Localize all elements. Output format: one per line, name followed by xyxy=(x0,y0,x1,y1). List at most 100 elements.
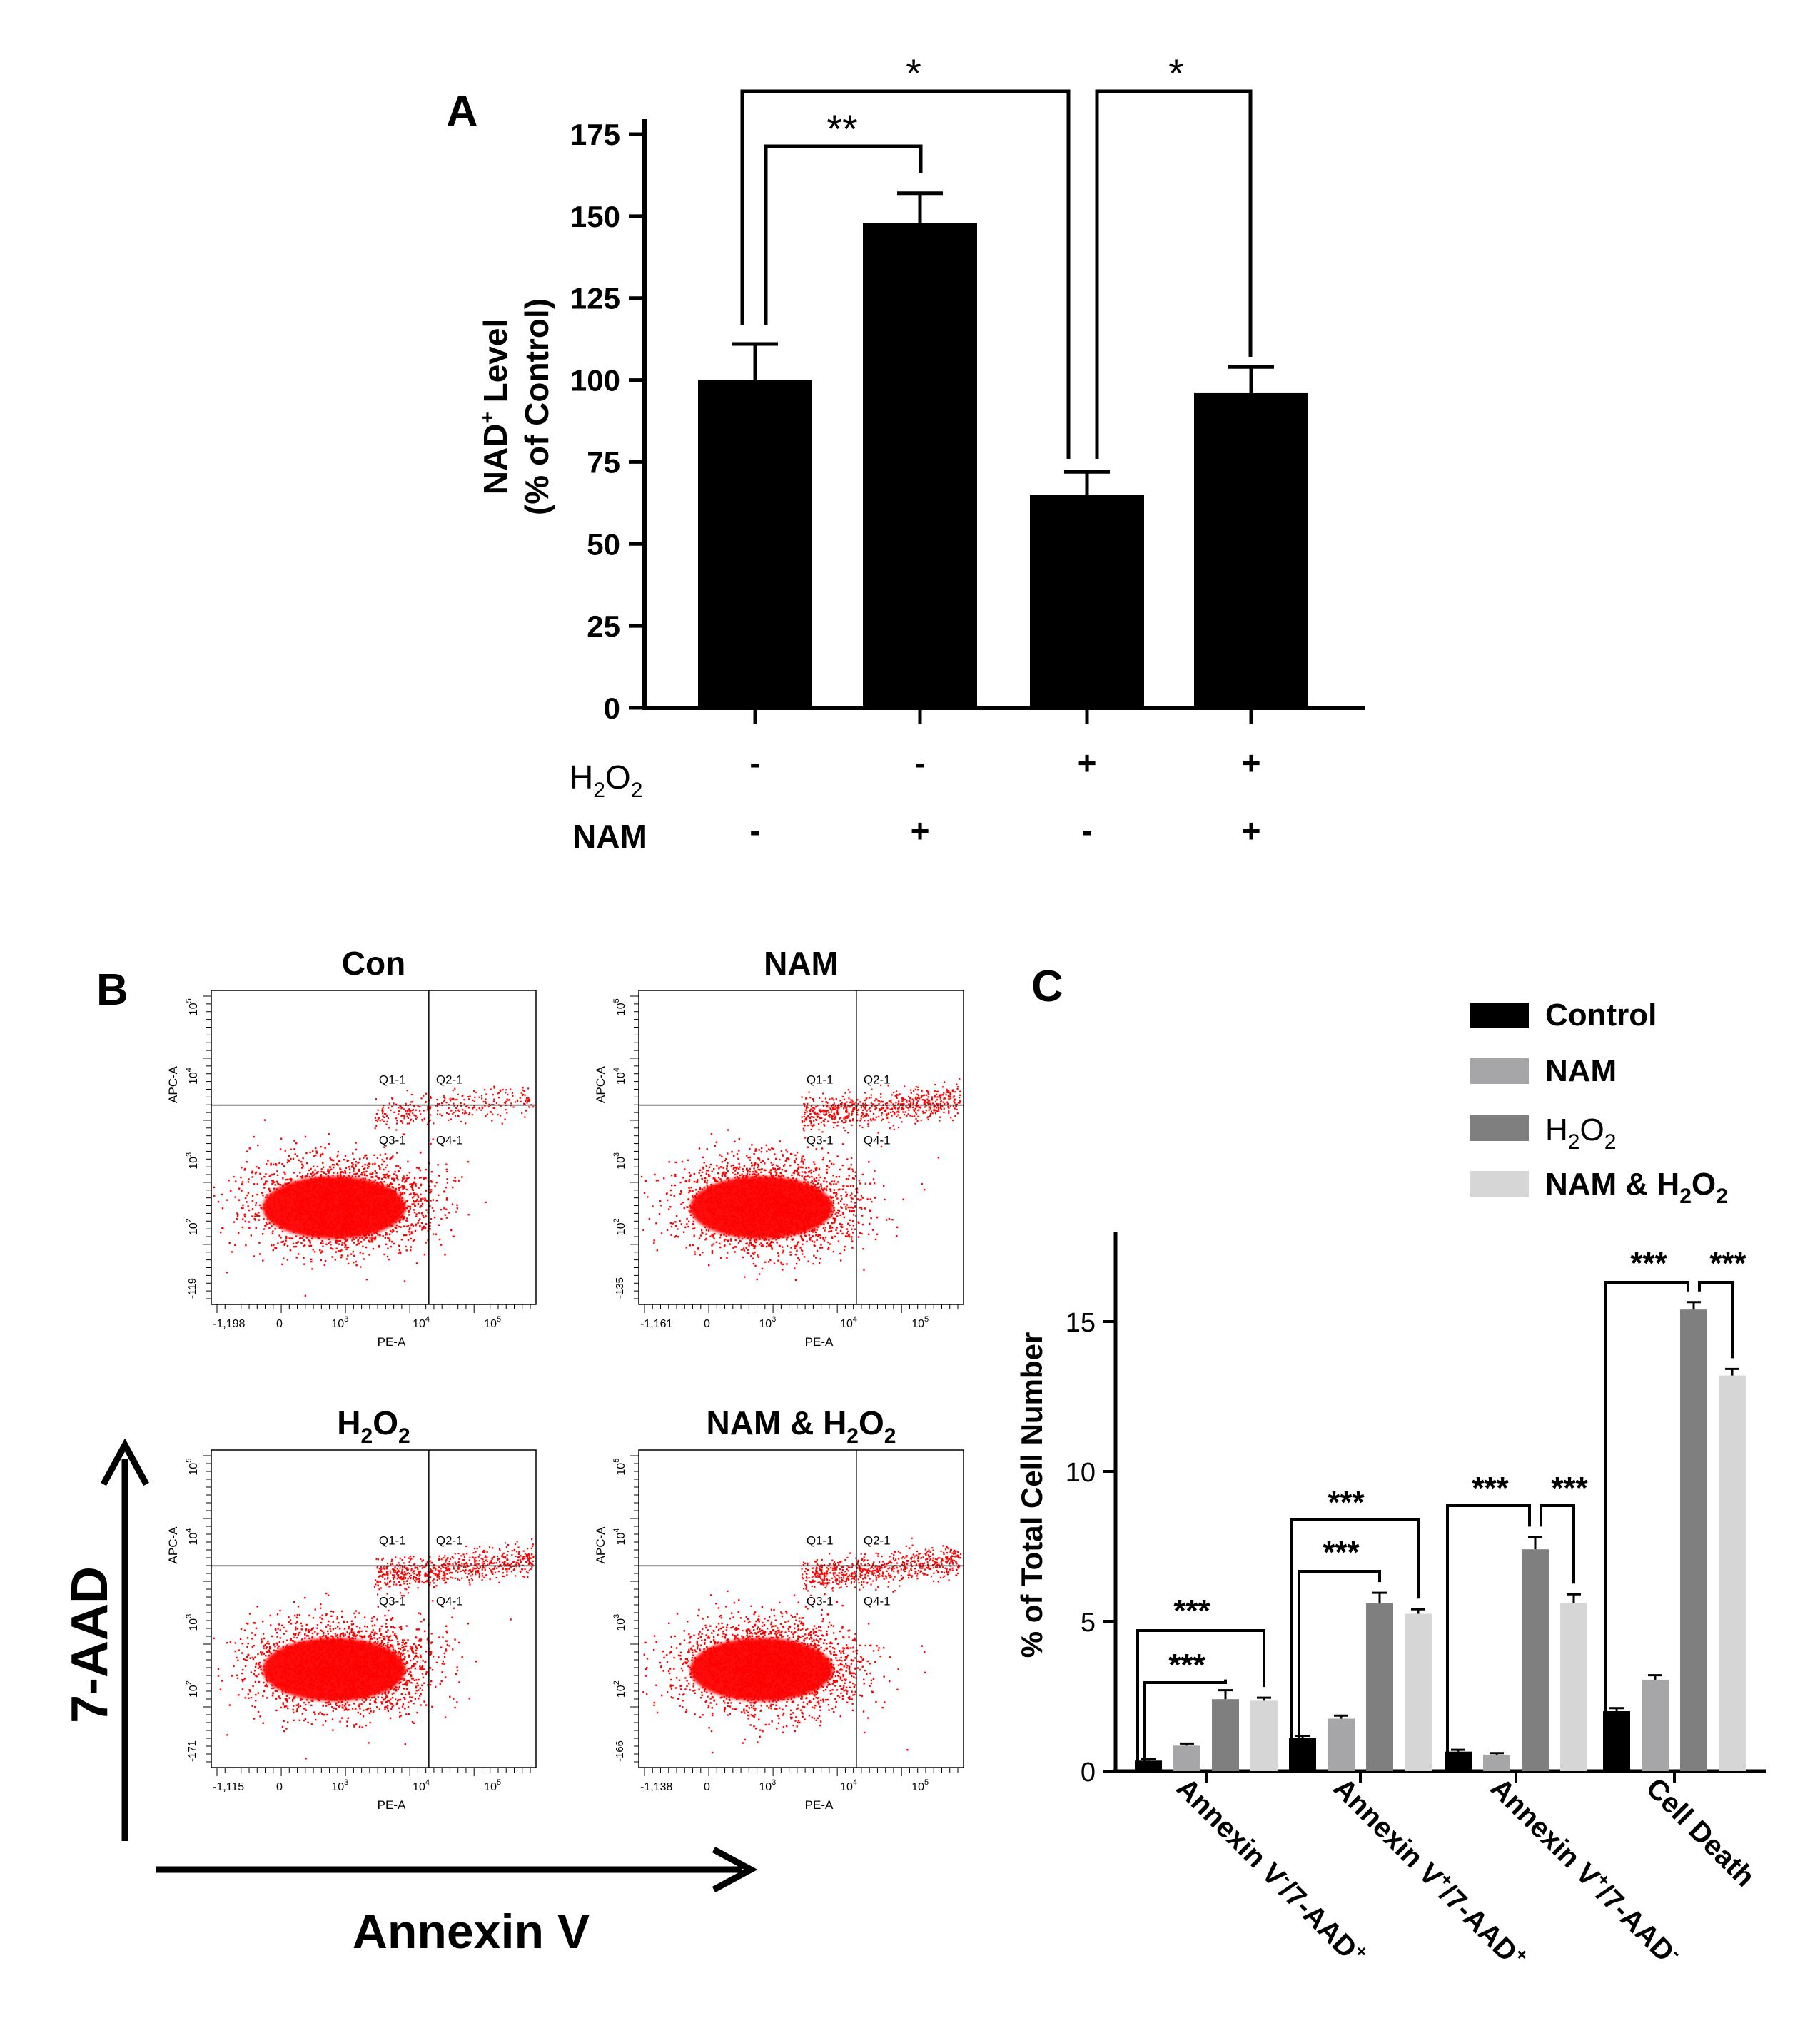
flow-event xyxy=(315,1154,317,1157)
flow-event xyxy=(417,1195,419,1197)
flow-event xyxy=(258,1242,261,1244)
flow-event xyxy=(429,1192,431,1194)
flow-event xyxy=(381,1182,383,1185)
flow-event xyxy=(382,1115,384,1117)
flow-event xyxy=(514,1101,517,1103)
flow-event xyxy=(396,1120,398,1122)
flow-event xyxy=(320,1153,322,1156)
flow-event xyxy=(467,1113,470,1116)
flow-event xyxy=(388,1183,391,1186)
flow-event xyxy=(339,1172,342,1175)
flow-event xyxy=(405,1245,407,1248)
flow-event xyxy=(430,1180,433,1182)
flow-event xyxy=(269,1174,271,1177)
flow-event xyxy=(765,1245,768,1248)
flow-event xyxy=(760,1171,762,1174)
flow-event xyxy=(851,1240,854,1242)
flow-event xyxy=(395,1165,398,1167)
flow-event xyxy=(355,1237,358,1239)
flow-event xyxy=(734,1251,736,1253)
flow-event xyxy=(495,1102,498,1105)
flow-event xyxy=(430,1106,432,1108)
flow-event xyxy=(395,1226,397,1229)
flow-event xyxy=(444,1097,446,1100)
sig-bracket-con-nam xyxy=(764,144,923,325)
flow-event xyxy=(411,1186,413,1189)
flow-event xyxy=(452,1112,454,1115)
flow-event xyxy=(411,1203,413,1205)
flow-event xyxy=(702,1252,704,1254)
flow-event xyxy=(427,1106,429,1108)
flow-event xyxy=(736,1166,739,1169)
flow-event xyxy=(425,1242,427,1244)
flow-event xyxy=(813,1180,816,1182)
flow-event xyxy=(342,1171,345,1174)
flow-event xyxy=(445,1197,448,1200)
flow-event xyxy=(423,1216,425,1218)
flow-event xyxy=(265,1196,267,1199)
flow-event xyxy=(286,1161,288,1164)
flow-event xyxy=(297,1241,299,1243)
flow-event xyxy=(738,1162,740,1165)
flow-event xyxy=(283,1257,285,1259)
flow-event xyxy=(804,1181,807,1183)
flow-event xyxy=(802,1160,804,1163)
flow-event xyxy=(747,1169,749,1172)
flow-event xyxy=(287,1159,289,1161)
flow-event xyxy=(836,1194,838,1196)
flow-event xyxy=(488,1103,490,1105)
flow-event xyxy=(383,1116,385,1119)
flow-event xyxy=(445,1186,447,1189)
flow-event xyxy=(337,1240,339,1242)
flow-event xyxy=(852,1225,854,1227)
flow-event xyxy=(406,1090,408,1092)
flow-event xyxy=(236,1212,238,1215)
flow-event xyxy=(301,1163,303,1165)
flow-event xyxy=(501,1122,503,1125)
flow-event xyxy=(290,1177,292,1180)
flow-event xyxy=(286,1244,289,1247)
flow-event xyxy=(884,1198,886,1201)
flow-event xyxy=(830,1183,832,1186)
flow-event xyxy=(383,1146,385,1148)
flow-event xyxy=(266,1218,269,1221)
flow-event xyxy=(248,1227,251,1229)
flow-event xyxy=(419,1218,421,1220)
panel-a-ylabel-nad: NAD xyxy=(477,424,514,495)
flow-event xyxy=(833,1183,835,1185)
flow-event xyxy=(260,1177,263,1180)
flow-event xyxy=(869,1210,871,1212)
flow-event xyxy=(348,1166,350,1168)
flow-event xyxy=(355,1142,357,1144)
flow-event xyxy=(844,1235,847,1237)
flow-event xyxy=(508,1099,510,1101)
flow-event xyxy=(234,1180,237,1182)
flow-event xyxy=(268,1222,271,1225)
flow-event xyxy=(357,1240,359,1242)
flow-event xyxy=(408,1193,411,1196)
flow-event xyxy=(420,1200,422,1202)
flow-event xyxy=(413,1192,415,1195)
flow-event xyxy=(359,1266,362,1268)
flow-event xyxy=(803,1178,806,1180)
flow-event xyxy=(505,1092,507,1094)
flow-event xyxy=(323,1171,325,1173)
flow-event xyxy=(758,1243,761,1246)
flow-event xyxy=(411,1185,414,1187)
flow-event xyxy=(265,1225,267,1227)
flow-event xyxy=(497,1092,499,1095)
flow-event xyxy=(492,1107,495,1109)
flow-event xyxy=(395,1117,398,1120)
flow-x-min: -1,198 xyxy=(213,1318,245,1330)
flow-event xyxy=(400,1107,403,1109)
flow-event xyxy=(861,1197,864,1199)
flow-event xyxy=(839,1214,841,1217)
flow-event xyxy=(320,1175,322,1177)
flow-event xyxy=(390,1109,392,1111)
flow-event xyxy=(261,1233,264,1235)
flow-event xyxy=(779,1175,782,1178)
flow-event xyxy=(831,1211,834,1213)
flow-event xyxy=(324,1259,327,1262)
flow-event xyxy=(350,1166,353,1168)
flow-event xyxy=(409,1111,411,1113)
